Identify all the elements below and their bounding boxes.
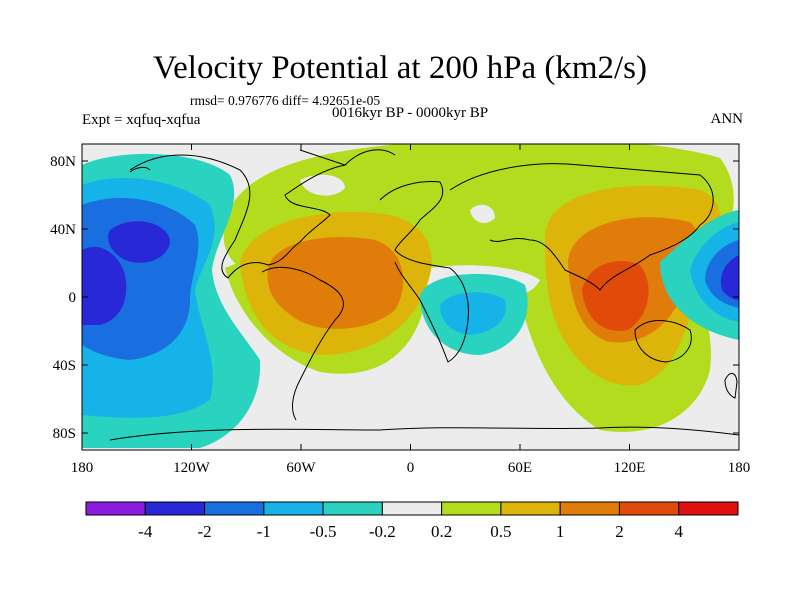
colorbar-label-0: -4 <box>138 522 153 541</box>
colorbar-label-7: 1 <box>556 522 565 541</box>
colorbar-box-1 <box>144 501 206 516</box>
colorbar-box-6 <box>441 501 502 516</box>
y-tick-label-3: 40S <box>53 358 76 374</box>
experiment-label: Expt = xqfuq-xqfua <box>82 112 201 128</box>
colorbar-label-2: -1 <box>257 522 271 541</box>
colorbar-box-10 <box>678 501 739 516</box>
colorbar-label-4: -0.2 <box>369 522 396 541</box>
x-tick-label-1: 120W <box>173 460 211 476</box>
stats-label: rmsd= 0.976776 diff= 4.92651e-05 <box>190 93 381 108</box>
season-label: ANN <box>710 111 744 127</box>
colorbar-label-6: 0.5 <box>490 522 511 541</box>
x-tick-label-4: 60E <box>508 460 532 476</box>
figure-title: Velocity Potential at 200 hPa (km2/s) <box>152 50 648 86</box>
colorbar-label-5: 0.2 <box>431 522 452 541</box>
y-tick-label-4: 80S <box>53 426 76 442</box>
colorbar-box-3 <box>263 501 324 516</box>
period-label: 0016kyr BP - 0000kyr BP <box>331 105 489 121</box>
colorbar-box-0 <box>85 501 146 516</box>
colorbar-box-9 <box>618 501 680 516</box>
colorbar-box-5 <box>381 501 443 516</box>
colorbar-box-2 <box>204 501 265 516</box>
colorbar-label-3: -0.5 <box>310 522 337 541</box>
colorbar-label-9: 4 <box>674 522 683 541</box>
colorbar-box-7 <box>500 501 561 516</box>
x-tick-label-0: 180 <box>71 460 94 476</box>
colorbar-box-8 <box>559 501 620 516</box>
colorbar-label-1: -2 <box>197 522 211 541</box>
axis-ticks: 80N 40N 0 40S 80S 180 120W 60W 0 60E 120E 180 <box>50 144 750 476</box>
contour-fields <box>82 144 739 448</box>
colorbar-label-8: 2 <box>615 522 624 541</box>
x-tick-label-3: 0 <box>407 460 415 476</box>
x-tick-label-2: 60W <box>286 460 316 476</box>
coastlines <box>109 149 739 441</box>
y-tick-label-2: 0 <box>69 290 77 306</box>
x-tick-label-5: 120E <box>614 460 646 476</box>
y-tick-label-1: 40N <box>50 222 76 238</box>
colorbar-box-4 <box>322 501 383 516</box>
x-tick-label-6: 180 <box>728 460 751 476</box>
y-tick-label-0: 80N <box>50 154 76 170</box>
colorbar: -4 -2 -1 -0.5 -0.2 0.2 0.5 1 2 4 <box>85 501 739 541</box>
